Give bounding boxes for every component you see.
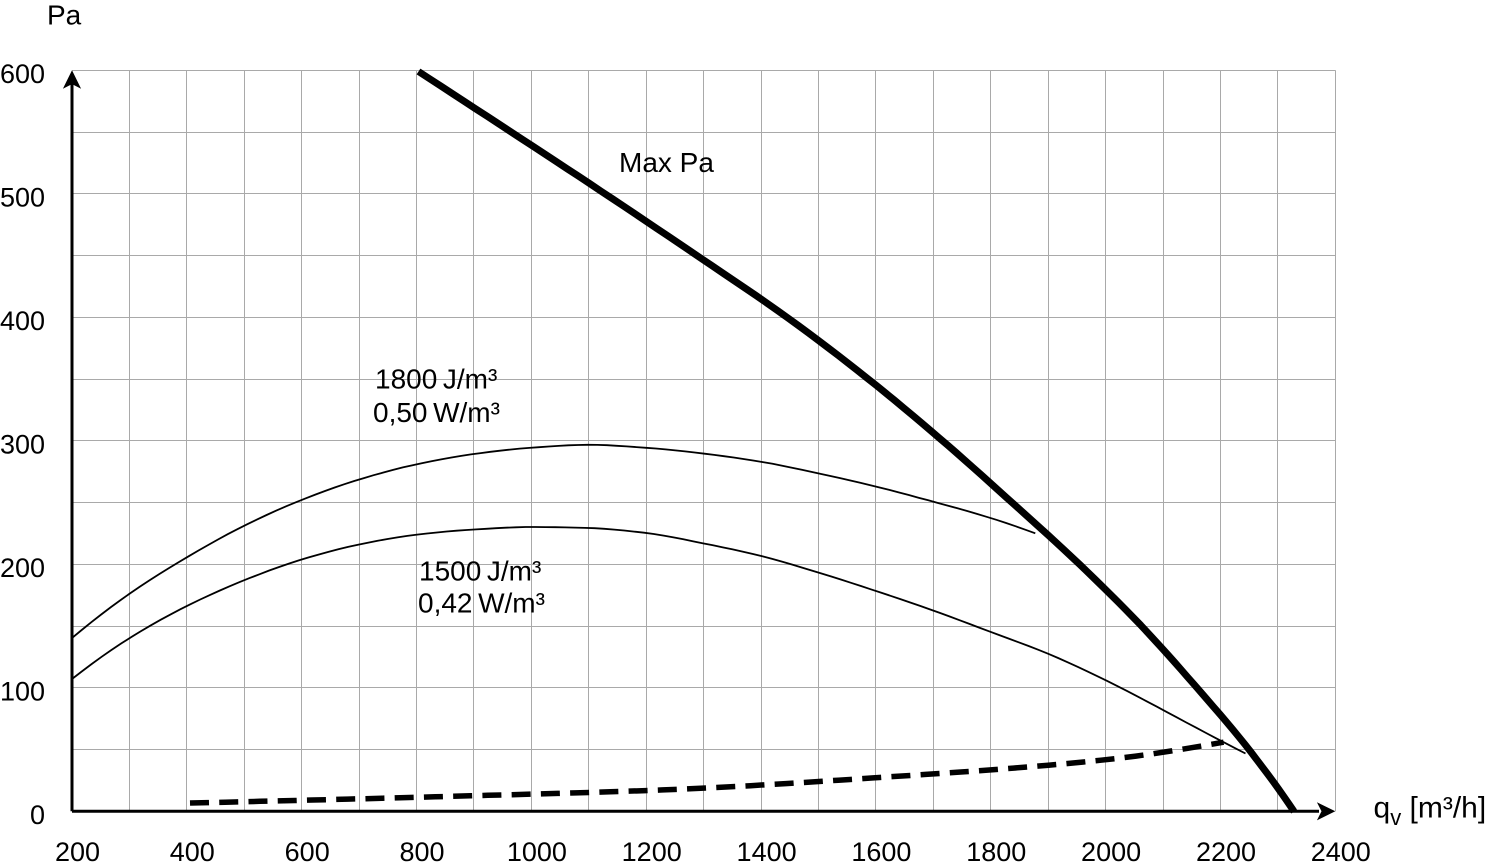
- svg-text:600: 600: [285, 837, 330, 867]
- svg-text:0: 0: [30, 800, 45, 830]
- svg-text:0,50 W/m³: 0,50 W/m³: [373, 397, 500, 428]
- svg-text:Max Pa: Max Pa: [619, 147, 714, 178]
- svg-text:600: 600: [0, 59, 45, 89]
- svg-text:2000: 2000: [1081, 837, 1141, 867]
- svg-text:Pa: Pa: [47, 0, 82, 31]
- svg-text:2400: 2400: [1311, 837, 1371, 867]
- svg-text:800: 800: [399, 837, 444, 867]
- svg-text:500: 500: [0, 182, 45, 212]
- svg-text:1800: 1800: [966, 837, 1026, 867]
- svg-text:0,42 W/m³: 0,42 W/m³: [418, 588, 545, 619]
- svg-text:300: 300: [0, 429, 45, 459]
- svg-text:1600: 1600: [851, 837, 911, 867]
- svg-text:2200: 2200: [1196, 837, 1256, 867]
- svg-text:1400: 1400: [737, 837, 797, 867]
- svg-text:1800 J/m³: 1800 J/m³: [375, 364, 497, 395]
- svg-text:100: 100: [0, 676, 45, 706]
- svg-text:400: 400: [170, 837, 215, 867]
- svg-text:400: 400: [0, 306, 45, 336]
- svg-text:200: 200: [55, 837, 100, 867]
- svg-text:qv [m³/h]: qv [m³/h]: [1374, 792, 1487, 831]
- svg-text:1500 J/m³: 1500 J/m³: [419, 556, 541, 587]
- svg-text:200: 200: [0, 553, 45, 583]
- svg-text:1200: 1200: [622, 837, 682, 867]
- svg-text:1000: 1000: [507, 837, 567, 867]
